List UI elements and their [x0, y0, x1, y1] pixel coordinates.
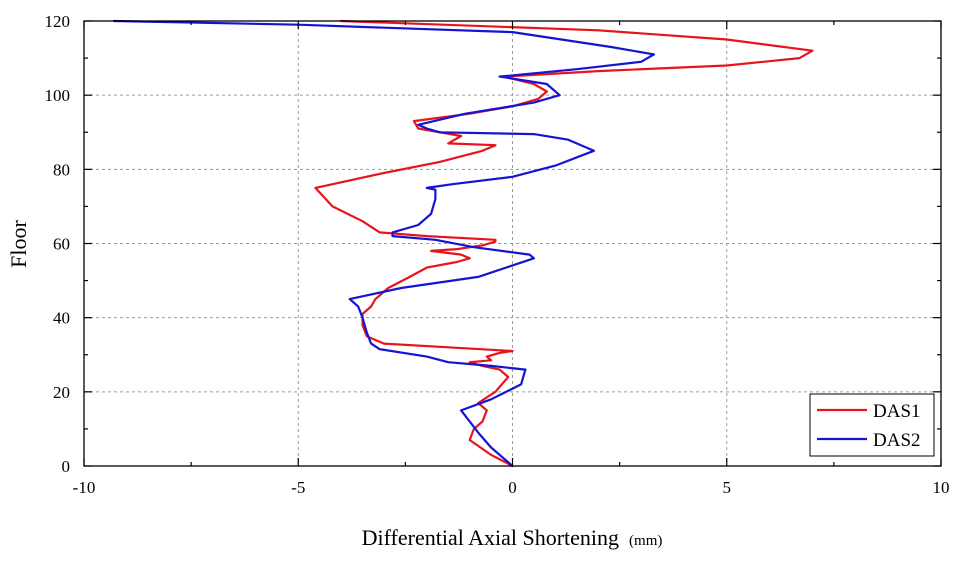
y-tick-label: 120 [45, 12, 71, 31]
y-tick-label: 0 [62, 457, 71, 476]
legend: DAS1 DAS2 [809, 393, 935, 457]
series-layer [112, 19, 814, 468]
x-tick-label: 5 [723, 478, 732, 497]
y-tick-label: 40 [53, 309, 70, 328]
y-tick-label: 20 [53, 383, 70, 402]
legend-box [809, 393, 935, 457]
ticks [83, 20, 942, 467]
x-tick-label: 10 [933, 478, 950, 497]
legend-label-das2: DAS2 [873, 430, 921, 451]
x-axis-title: Differential Axial Shortening (mm) [362, 525, 663, 550]
series-line-das1 [314, 19, 814, 468]
y-tick-label: 80 [53, 160, 70, 179]
x-tick-label: -10 [73, 478, 96, 497]
y-axis-title: Floor [6, 219, 31, 267]
grid [84, 21, 941, 466]
x-tick-label: 0 [508, 478, 517, 497]
y-tick-label: 100 [45, 86, 71, 105]
y-tick-label: 60 [53, 235, 70, 254]
x-axis-title-text: Differential Axial Shortening [362, 525, 619, 550]
legend-label-das1: DAS1 [873, 401, 921, 422]
x-axis-unit: (mm) [629, 533, 662, 549]
series-line-das2 [112, 19, 656, 468]
x-tick-label: -5 [291, 478, 305, 497]
